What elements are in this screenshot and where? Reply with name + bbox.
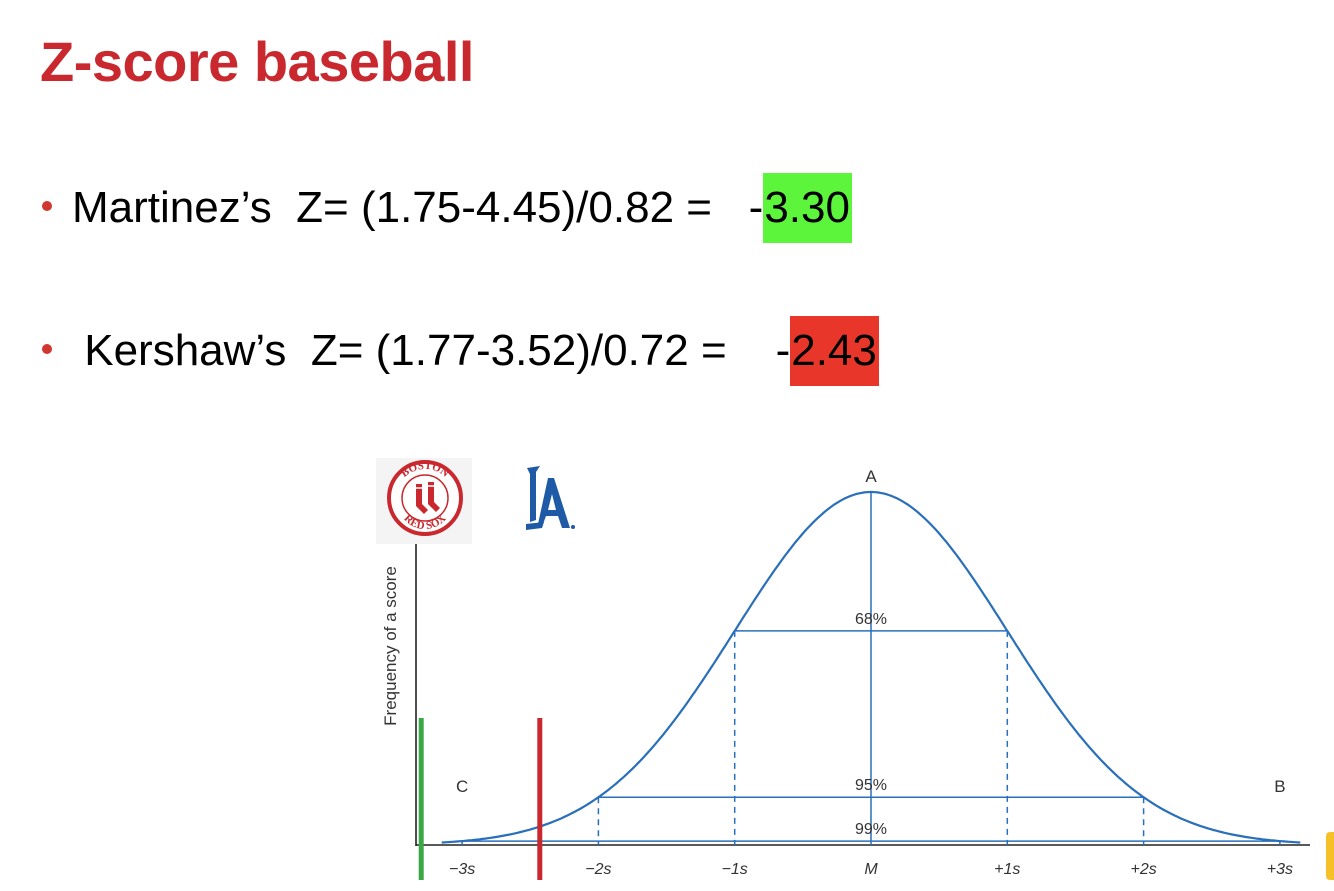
z-value-highlight: 3.30 bbox=[763, 173, 852, 243]
y-axis-label: Frequency of a score bbox=[381, 566, 400, 726]
tick-label: −3s bbox=[449, 861, 475, 878]
point-label: A bbox=[865, 467, 877, 486]
bullet-dot bbox=[42, 201, 52, 212]
svg-text:BOSTON: BOSTON bbox=[399, 460, 451, 480]
logo-text-bottom: RED SOX bbox=[402, 512, 449, 532]
band-label: 95% bbox=[855, 777, 887, 794]
z-value-highlight: 2.43 bbox=[790, 316, 879, 386]
martinez-bullet: Martinez’s Z= (1.75-4.45)/0.82 = -3.30 bbox=[40, 172, 852, 244]
tick-label: +3s bbox=[1267, 861, 1293, 878]
dodgers-logo bbox=[518, 462, 580, 534]
axes bbox=[415, 544, 1310, 846]
red-sox-logo: BOSTON RED SOX bbox=[376, 458, 472, 544]
player-name: Martinez’s bbox=[72, 183, 272, 232]
corner-tab bbox=[1326, 832, 1334, 880]
bell-curve bbox=[441, 490, 1301, 844]
logo-text-top: BOSTON bbox=[399, 460, 451, 480]
normal-distribution-diagram: Frequency of a score 68% 95% 99% A B C −3s −2s −… bbox=[381, 467, 1310, 880]
z-sign: - bbox=[775, 326, 791, 375]
tick-label: −2s bbox=[585, 861, 611, 878]
bullet-dot bbox=[42, 344, 52, 355]
point-label: B bbox=[1274, 777, 1285, 796]
z-sign: - bbox=[748, 183, 764, 232]
page-title: Z-score baseball bbox=[40, 30, 474, 93]
z-formula: Z= (1.75-4.45)/0.82 = bbox=[296, 183, 712, 232]
svg-text:RED SOX: RED SOX bbox=[402, 512, 449, 532]
point-label: C bbox=[456, 777, 468, 796]
band-label: 99% bbox=[855, 821, 887, 838]
tick-label: +1s bbox=[994, 861, 1020, 878]
tick-label: M bbox=[864, 861, 878, 878]
kershaw-bullet: Kershaw’s Z= (1.77-3.52)/0.72 = -2.43 bbox=[40, 315, 879, 387]
player-name: Kershaw’s bbox=[84, 326, 287, 375]
tick-label: −1s bbox=[722, 861, 748, 878]
z-formula: Z= (1.77-3.52)/0.72 = bbox=[310, 326, 727, 375]
band-label: 68% bbox=[855, 611, 887, 628]
tick-label: +2s bbox=[1130, 861, 1156, 878]
